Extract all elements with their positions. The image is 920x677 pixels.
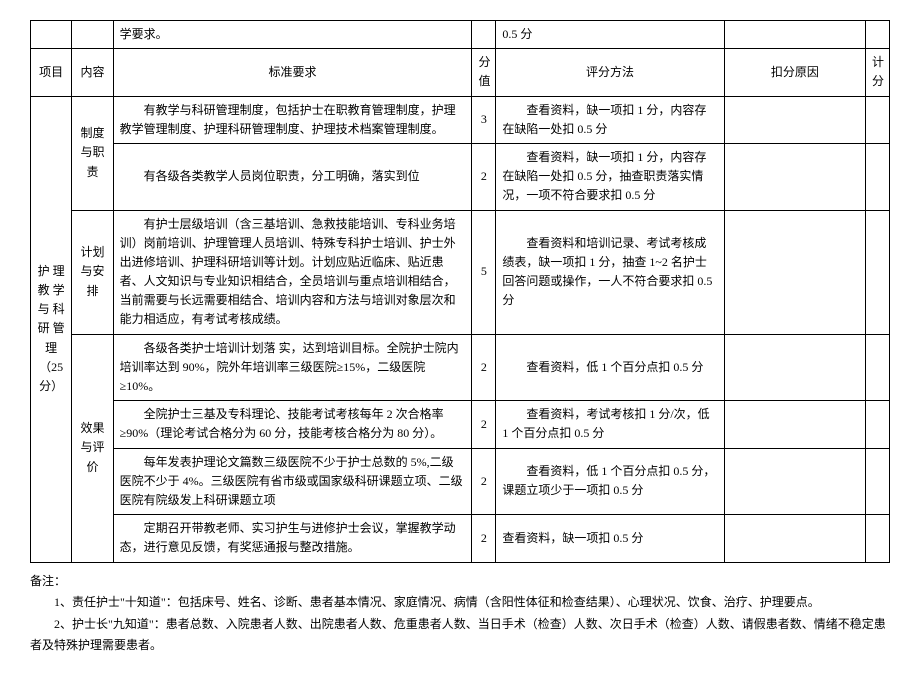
req-1-0: 有教学与科研管理制度，包括护士在职教育管理制度，护理教学管理制度、护理科研管理制… — [113, 96, 472, 143]
req-3-3: 定期召开带教老师、实习护生与进修护士会议，掌握教学动态，进行意见反馈，有奖惩通报… — [113, 515, 472, 562]
header-row: 项目 内容 标准要求 分值 评分方法 扣分原因 计分 — [31, 49, 890, 96]
reason-3-0 — [724, 334, 865, 401]
method-3-0: 查看资料，低 1 个百分点扣 0.5 分 — [496, 334, 724, 401]
score-3-0: 2 — [472, 334, 496, 401]
pts-1-1 — [866, 143, 890, 210]
top-blank-3 — [472, 21, 496, 49]
top-blank-1 — [31, 21, 72, 49]
score-1-1: 2 — [472, 143, 496, 210]
hdr-method: 评分方法 — [496, 49, 724, 96]
top-req: 学要求。 — [113, 21, 472, 49]
reason-1-0 — [724, 96, 865, 143]
top-blank-2 — [72, 21, 113, 49]
notes-title: 备注： — [30, 571, 890, 593]
top-blank-5 — [866, 21, 890, 49]
method-3-1: 查看资料，考试考核扣 1 分/次，低 1 个百分点扣 0.5 分 — [496, 401, 724, 448]
score-3-1: 2 — [472, 401, 496, 448]
method-3-3: 查看资料，缺一项扣 0.5 分 — [496, 515, 724, 562]
top-method: 0.5 分 — [496, 21, 724, 49]
notes-line-2: 2、护士长"九知道"：患者总数、入院患者人数、出院患者人数、危重患者人数、当日手… — [30, 614, 890, 657]
hdr-project: 项目 — [31, 49, 72, 96]
pts-3-2 — [866, 448, 890, 515]
top-continuation-row: 学要求。 0.5 分 — [31, 21, 890, 49]
req-1-1: 有各级各类教学人员岗位职责，分工明确，落实到位 — [113, 143, 472, 210]
row-7: 定期召开带教老师、实习护生与进修护士会议，掌握教学动态，进行意见反馈，有奖惩通报… — [31, 515, 890, 562]
row-4: 效果与评价 各级各类护士培训计划落 实，达到培训目标。全院护士院内培训率达到 9… — [31, 334, 890, 401]
content-2: 计划与安排 — [72, 210, 113, 334]
hdr-score: 分值 — [472, 49, 496, 96]
hdr-content: 内容 — [72, 49, 113, 96]
footnotes: 备注： 1、责任护士"十知道"：包括床号、姓名、诊断、患者基本情况、家庭情况、病… — [30, 571, 890, 657]
evaluation-table: 学要求。 0.5 分 项目 内容 标准要求 分值 评分方法 扣分原因 计分 护 … — [30, 20, 890, 563]
req-3-0: 各级各类护士培训计划落 实，达到培训目标。全院护士院内培训率达到 90%，院外年… — [113, 334, 472, 401]
method-1-1: 查看资料，缺一项扣 1 分，内容存在缺陷一处扣 0.5 分，抽查职责落实情况，一… — [496, 143, 724, 210]
project-cell: 护 理 教 学 与 科 研 管 理（25 分） — [31, 96, 72, 562]
reason-2-0 — [724, 210, 865, 334]
pts-2-0 — [866, 210, 890, 334]
top-blank-4 — [724, 21, 865, 49]
req-2-0: 有护士层级培训（含三基培训、急救技能培训、专科业务培训）岗前培训、护理管理人员培… — [113, 210, 472, 334]
row-3: 计划与安排 有护士层级培训（含三基培训、急救技能培训、专科业务培训）岗前培训、护… — [31, 210, 890, 334]
row-2: 有各级各类教学人员岗位职责，分工明确，落实到位 2 查看资料，缺一项扣 1 分，… — [31, 143, 890, 210]
row-6: 每年发表护理论文篇数三级医院不少于护士总数的 5%,二级医院不少于 4%。三级医… — [31, 448, 890, 515]
hdr-points: 计分 — [866, 49, 890, 96]
row-1: 护 理 教 学 与 科 研 管 理（25 分） 制度与职责 有教学与科研管理制度… — [31, 96, 890, 143]
pts-1-0 — [866, 96, 890, 143]
method-2-0: 查看资料和培训记录、考试考核成绩表，缺一项扣 1 分，抽查 1~2 名护士回答问… — [496, 210, 724, 334]
hdr-reason: 扣分原因 — [724, 49, 865, 96]
pts-3-3 — [866, 515, 890, 562]
row-5: 全院护士三基及专科理论、技能考试考核每年 2 次合格率≥90%（理论考试合格分为… — [31, 401, 890, 448]
req-3-1: 全院护士三基及专科理论、技能考试考核每年 2 次合格率≥90%（理论考试合格分为… — [113, 401, 472, 448]
content-3: 效果与评价 — [72, 334, 113, 562]
score-1-0: 3 — [472, 96, 496, 143]
reason-3-3 — [724, 515, 865, 562]
score-3-3: 2 — [472, 515, 496, 562]
content-1: 制度与职责 — [72, 96, 113, 210]
reason-3-2 — [724, 448, 865, 515]
score-2-0: 5 — [472, 210, 496, 334]
hdr-requirement: 标准要求 — [113, 49, 472, 96]
method-3-2: 查看资料，低 1 个百分点扣 0.5 分，课题立项少于一项扣 0.5 分 — [496, 448, 724, 515]
reason-1-1 — [724, 143, 865, 210]
method-1-0: 查看资料，缺一项扣 1 分，内容存在缺陷一处扣 0.5 分 — [496, 96, 724, 143]
pts-3-0 — [866, 334, 890, 401]
pts-3-1 — [866, 401, 890, 448]
score-3-2: 2 — [472, 448, 496, 515]
req-3-2: 每年发表护理论文篇数三级医院不少于护士总数的 5%,二级医院不少于 4%。三级医… — [113, 448, 472, 515]
reason-3-1 — [724, 401, 865, 448]
notes-line-1: 1、责任护士"十知道"：包括床号、姓名、诊断、患者基本情况、家庭情况、病情（含阳… — [30, 592, 890, 614]
